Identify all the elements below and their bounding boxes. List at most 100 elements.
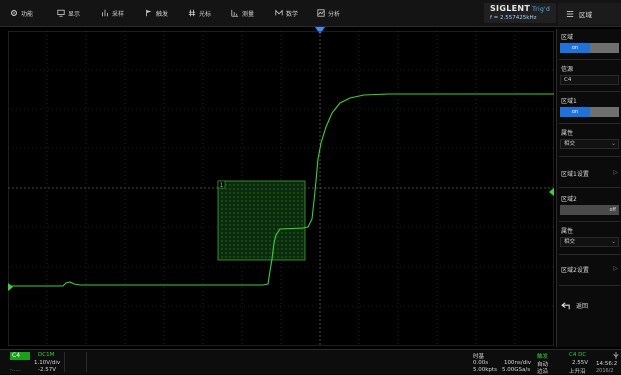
- gear-icon: [11, 10, 17, 16]
- zone1-property-value: 相交: [564, 141, 576, 147]
- zone-enable-on: on: [560, 43, 590, 53]
- status-bar: C4 DC1M 1.10V/div -..... -2.57V 时基 0.00s…: [0, 349, 621, 375]
- back-button[interactable]: 返回: [561, 301, 618, 310]
- trigger-mode: 自动: [537, 362, 549, 368]
- menu-utility-label: 功能: [21, 10, 34, 18]
- trigger-label: 触发: [537, 354, 549, 360]
- menu-display-label: 显示: [68, 10, 81, 18]
- panel-divider: [559, 187, 620, 188]
- timebase-samplerate: 5.00GSa/s: [502, 367, 531, 373]
- cursor-icon: [188, 9, 196, 17]
- trigger-frequency: f = 2.557425kHz: [490, 15, 537, 21]
- menu-measure[interactable]: 测量: [231, 7, 254, 19]
- trigger-flag-icon: [146, 9, 152, 17]
- zone-panel: 区域 on 信源 C4 区域1 on 属性 相交 ⌄ 区域1设置 ▷ 区域2 o…: [556, 29, 621, 347]
- source-value: C4: [564, 77, 572, 83]
- zone1-label: 1: [220, 182, 224, 189]
- channel4-tag[interactable]: C4: [10, 352, 30, 360]
- menu-acquire[interactable]: 采样: [101, 7, 124, 19]
- menu-math-label: 数学: [286, 10, 299, 18]
- menu-list-icon: [566, 11, 574, 17]
- acquire-icon: [102, 9, 108, 17]
- panel-divider: [559, 123, 620, 124]
- channel4-offset-label: -.....: [10, 367, 21, 373]
- zone1-enable-on: on: [560, 107, 590, 117]
- channel4-scale: 1.10V/div: [34, 360, 61, 366]
- zone2-property-select[interactable]: 相交 ⌄: [560, 237, 619, 247]
- menu-analyze[interactable]: 分析: [317, 7, 340, 19]
- panel-divider: [559, 91, 620, 92]
- menu-cursor-label: 光标: [199, 10, 212, 18]
- trigger-level: 2.55V: [572, 360, 589, 366]
- menu-analyze-label: 分析: [328, 10, 341, 18]
- zone1-label-box: [217, 180, 226, 189]
- brand-logo: SIGLENT Trig'd: [490, 4, 550, 13]
- zone2-settings-label: 区域2设置: [561, 267, 589, 274]
- menu-trigger-label: 触发: [156, 10, 169, 18]
- clock-date: 2016/2: [596, 368, 614, 374]
- channel4-offset: -2.57V: [38, 367, 56, 373]
- zone-panel-header[interactable]: 区域: [558, 3, 621, 25]
- panel-divider: [559, 254, 620, 255]
- timebase-points: 5.00kpts: [473, 367, 497, 373]
- status-divider: [64, 352, 65, 372]
- zone-panel-title: 区域: [579, 11, 592, 19]
- brand-name: SIGLENT: [490, 4, 531, 13]
- timebase-delay: 0.00s: [473, 360, 489, 366]
- timebase-label: 时基: [473, 354, 485, 360]
- menu-acquire-label: 采样: [112, 10, 125, 18]
- back-arrow-icon: [561, 301, 570, 309]
- channel4-trace: [8, 93, 554, 287]
- panel-divider: [559, 156, 620, 157]
- brand-status: SIGLENT Trig'd f = 2.557425kHz: [484, 3, 556, 23]
- trigger-source: C4 DC: [569, 352, 587, 358]
- top-menu-bar: 功能 显示 采样 触发 光标 测量 数学 分析 SIGLENT Trig'd f …: [0, 0, 621, 27]
- menu-math[interactable]: 数学: [275, 7, 298, 19]
- status-divider: [86, 352, 87, 372]
- display-icon: [57, 9, 65, 17]
- zone-enable-toggle[interactable]: on: [560, 43, 619, 53]
- chevron-right-icon: ▷: [613, 265, 618, 272]
- analyze-icon: [317, 9, 325, 17]
- clock-time: 14:56:2: [596, 361, 618, 367]
- trigger-level-marker: [549, 188, 554, 196]
- source-label: 信源: [561, 66, 574, 73]
- channel4-coupling: DC1M: [38, 352, 55, 358]
- zone-enable-label: 区域: [561, 34, 574, 41]
- measure-icon: [231, 9, 239, 17]
- zone2-enable-label: 区域2: [561, 196, 577, 203]
- panel-divider: [559, 285, 620, 286]
- zone2-property-label: 属性: [561, 228, 574, 235]
- zone1-property-select[interactable]: 相交 ⌄: [560, 139, 619, 149]
- trigger-status: Trig'd: [532, 6, 551, 13]
- waveform-display[interactable]: 1: [8, 31, 554, 346]
- back-label: 返回: [576, 303, 589, 310]
- menu-measure-label: 测量: [242, 10, 255, 18]
- trigger-slope: 上升沿: [569, 369, 586, 375]
- zone1-property-label: 属性: [561, 130, 574, 137]
- zone2-settings-button[interactable]: 区域2设置 ▷: [561, 265, 618, 274]
- chevron-right-icon: ▷: [613, 169, 618, 176]
- menu-utility[interactable]: 功能: [10, 7, 33, 19]
- panel-divider: [559, 59, 620, 60]
- zone2-enable-toggle[interactable]: off: [560, 205, 619, 215]
- math-icon: [275, 9, 283, 16]
- zone1-settings-button[interactable]: 区域1设置 ▷: [561, 169, 618, 178]
- chevron-down-icon: ⌄: [610, 140, 616, 147]
- zone1-enable-toggle[interactable]: on: [560, 107, 619, 117]
- panel-divider: [559, 221, 620, 222]
- timebase-div: 100ns/div: [504, 360, 531, 366]
- menu-display[interactable]: 显示: [57, 7, 80, 19]
- zone2-property-value: 相交: [564, 239, 576, 245]
- menu-trigger[interactable]: 触发: [145, 7, 168, 19]
- usb-icon: [613, 352, 619, 359]
- trigger-type: 边沿: [537, 369, 549, 375]
- source-select[interactable]: C4: [560, 75, 619, 85]
- channel4-offset-marker: [8, 283, 13, 291]
- menu-cursor[interactable]: 光标: [188, 7, 211, 19]
- zone1-enable-label: 区域1: [561, 98, 577, 105]
- zone2-enable-off: off: [609, 207, 616, 213]
- zone1-settings-label: 区域1设置: [561, 171, 589, 178]
- chevron-down-icon: ⌄: [610, 238, 616, 245]
- zone1-box: [217, 180, 306, 261]
